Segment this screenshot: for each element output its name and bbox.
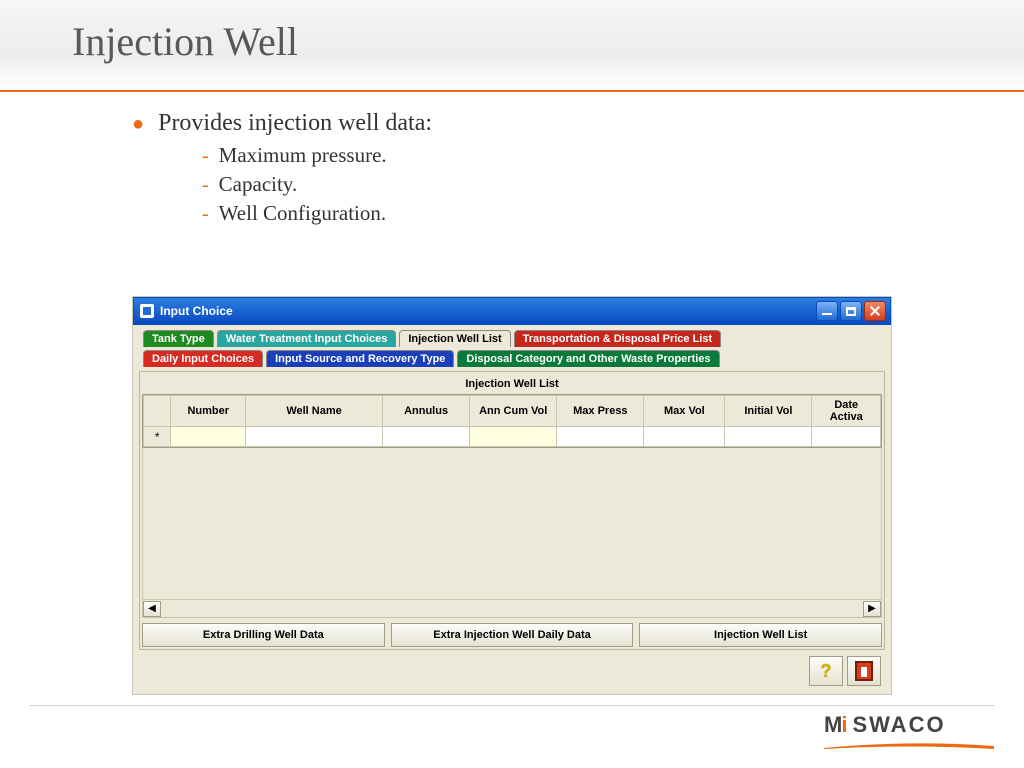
slide-header: Injection Well xyxy=(0,0,1024,92)
brand-logo: Mi SWACO xyxy=(824,712,994,742)
column-header[interactable]: Annulus xyxy=(383,396,470,427)
column-header[interactable]: Well Name xyxy=(246,396,383,427)
tab-row-1: Tank TypeWater Treatment Input ChoicesIn… xyxy=(139,329,885,347)
scroll-left-button[interactable]: ◀ xyxy=(143,601,161,617)
grid-table: NumberWell NameAnnulusAnn Cum VolMax Pre… xyxy=(143,395,881,447)
column-header[interactable]: Initial Vol xyxy=(725,396,812,427)
help-icon: ? xyxy=(821,661,832,682)
slide-footer: Mi SWACO xyxy=(30,705,994,742)
column-header[interactable]: Max Press xyxy=(557,396,644,427)
column-header[interactable]: Number xyxy=(171,396,246,427)
bullet-dot-icon: ● xyxy=(132,114,144,134)
app-window: Input Choice Tank TypeWater Treatment In… xyxy=(132,296,892,695)
column-header[interactable]: Date Activa xyxy=(812,396,881,427)
brand-text: SWACO xyxy=(852,712,945,738)
table-row[interactable]: * xyxy=(144,427,881,447)
scroll-right-button[interactable]: ▶ xyxy=(863,601,881,617)
extra-drilling-well-data-button[interactable]: Extra Drilling Well Data xyxy=(142,623,385,647)
exit-icon xyxy=(855,661,873,681)
grid-cell[interactable] xyxy=(383,427,470,447)
injection-well-list-button[interactable]: Injection Well List xyxy=(639,623,882,647)
slide-content: ● Provides injection well data: - Maximu… xyxy=(0,92,1024,228)
sub-bullet-item: - Maximum pressure. xyxy=(202,141,1024,170)
window-titlebar: Input Choice xyxy=(133,297,891,325)
tab-row-2: Daily Input ChoicesInput Source and Reco… xyxy=(139,349,885,367)
sub-bullet-text: Well Configuration. xyxy=(219,199,386,227)
app-icon xyxy=(140,304,154,318)
bullet-text: Provides injection well data: xyxy=(158,110,432,137)
window-body: Tank TypeWater Treatment Input ChoicesIn… xyxy=(133,325,891,694)
horizontal-scrollbar[interactable]: ◀ ▶ xyxy=(143,599,881,617)
brand-text: Mi xyxy=(824,712,846,738)
grid-cell[interactable] xyxy=(470,427,557,447)
bottom-button-row: Extra Drilling Well DataExtra Injection … xyxy=(142,623,882,647)
sub-bullet-text: Capacity. xyxy=(219,170,298,198)
grid-cell[interactable] xyxy=(644,427,725,447)
row-header-blank xyxy=(144,396,171,427)
slide-title: Injection Well xyxy=(72,18,1024,65)
grid-panel: Injection Well List NumberWell NameAnnul… xyxy=(139,371,885,650)
minimize-button[interactable] xyxy=(816,301,838,321)
tab-tank-type[interactable]: Tank Type xyxy=(143,330,214,347)
tab-input-source-and-recovery-type[interactable]: Input Source and Recovery Type xyxy=(266,350,454,367)
dash-icon: - xyxy=(202,201,209,228)
data-grid[interactable]: NumberWell NameAnnulusAnn Cum VolMax Pre… xyxy=(142,394,882,448)
swoosh-icon xyxy=(824,736,994,742)
footer-icon-row: ? xyxy=(139,650,885,688)
tab-daily-input-choices[interactable]: Daily Input Choices xyxy=(143,350,263,367)
bullet-item: ● Provides injection well data: xyxy=(132,110,1024,137)
extra-injection-well-daily-data-button[interactable]: Extra Injection Well Daily Data xyxy=(391,623,634,647)
sub-bullet-item: - Well Configuration. xyxy=(202,199,1024,228)
tab-injection-well-list[interactable]: Injection Well List xyxy=(399,330,510,347)
help-button[interactable]: ? xyxy=(809,656,843,686)
exit-button[interactable] xyxy=(847,656,881,686)
grid-cell[interactable] xyxy=(812,427,881,447)
tab-disposal-category-and-other-waste-properties[interactable]: Disposal Category and Other Waste Proper… xyxy=(457,350,719,367)
sub-bullet-item: - Capacity. xyxy=(202,170,1024,199)
grid-cell[interactable] xyxy=(725,427,812,447)
new-row-marker[interactable]: * xyxy=(144,427,171,447)
sub-bullet-list: - Maximum pressure. - Capacity. - Well C… xyxy=(132,141,1024,228)
column-header[interactable]: Ann Cum Vol xyxy=(470,396,557,427)
grid-empty-area: ◀ ▶ xyxy=(142,448,882,618)
sub-bullet-text: Maximum pressure. xyxy=(219,141,387,169)
dash-icon: - xyxy=(202,172,209,199)
tab-water-treatment-input-choices[interactable]: Water Treatment Input Choices xyxy=(217,330,397,347)
column-header[interactable]: Max Vol xyxy=(644,396,725,427)
grid-title: Injection Well List xyxy=(142,376,882,394)
maximize-button[interactable] xyxy=(840,301,862,321)
grid-cell[interactable] xyxy=(557,427,644,447)
dash-icon: - xyxy=(202,143,209,170)
scroll-track[interactable] xyxy=(161,601,863,617)
grid-cell[interactable] xyxy=(246,427,383,447)
grid-cell[interactable] xyxy=(171,427,246,447)
close-button[interactable] xyxy=(864,301,886,321)
tab-transportation-disposal-price-list[interactable]: Transportation & Disposal Price List xyxy=(514,330,722,347)
window-title: Input Choice xyxy=(160,304,233,318)
